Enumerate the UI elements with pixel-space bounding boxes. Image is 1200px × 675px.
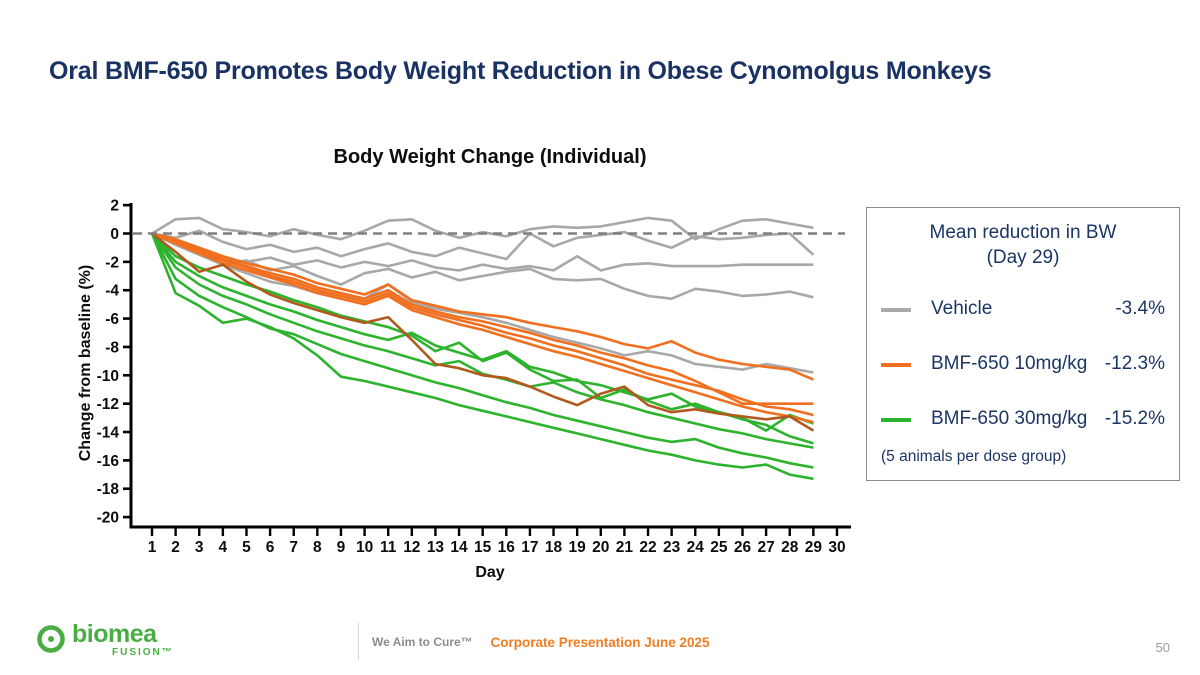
x-tick-label: 23 [663,539,681,556]
x-tick-label: 29 [805,539,823,556]
y-tick-label: -12 [97,396,119,413]
legend-value: -12.3% [1104,353,1165,374]
series-bmf650-30mg-4 [150,232,814,469]
series-bmf650-30mg-3 [150,232,814,449]
legend-note: (5 animals per dose group) [881,448,1067,465]
y-tick-label: -10 [97,368,119,385]
y-tick-label: -14 [97,425,120,442]
y-axis-label: Change from baseline (%) [77,264,94,462]
logo-name: biomea [72,620,157,648]
y-tick-label: 2 [110,198,119,215]
series-vehicle-5 [151,232,814,374]
y-tick-label: -20 [97,510,119,527]
legend-row-bmf650-10mg: BMF-650 10mg/kg -12.3% [879,353,1167,377]
series-bmf650-10mg-1 [151,232,814,381]
x-tick-label: 19 [569,539,587,556]
vehicle-line-swatch [881,308,911,312]
bmf650-30mg-line-swatch [881,418,911,422]
x-tick-label: 17 [521,539,538,556]
x-tick-label: 25 [710,539,728,556]
y-tick-label: -16 [97,453,120,470]
series-bmf650-10mg-4 [151,232,814,424]
legend-row-bmf650-30mg: BMF-650 30mg/kg -15.2% [879,408,1167,432]
x-tick-label: 7 [289,539,298,556]
chart-title: Body Weight Change (Individual) [333,146,647,168]
series-vehicle-2 [151,229,815,261]
x-tick-label: 6 [266,539,275,556]
x-tick-label: 8 [313,539,322,556]
x-tick-label: 3 [195,539,204,556]
logo-tagline: We Aim to Cure™ [372,635,473,649]
footer-presentation-label: Corporate Presentation June 2025 [490,635,710,650]
x-tick-label: 22 [639,539,656,556]
footer-divider [358,622,359,660]
x-tick-label: 24 [687,539,705,556]
series-bmf650-10mg-2 [151,232,814,406]
x-tick-label: 27 [757,539,774,556]
series-vehicle-3 [151,232,814,272]
x-tick-label: 26 [734,539,752,556]
series-vehicle-1 [151,216,814,241]
x-tick-label: 30 [828,539,845,556]
x-tick-label: 1 [148,539,157,556]
series-bmf650-30mg-2 [151,232,814,445]
x-tick-label: 11 [380,539,397,556]
legend-value: -15.2% [1104,408,1165,429]
legend-label: Vehicle [931,298,993,319]
biomea-ring-icon [37,625,65,653]
legend-box: Mean reduction in BW (Day 29) Vehicle -3… [866,207,1180,481]
y-tick-label: -4 [105,283,119,300]
legend-title-line2: (Day 29) [986,247,1060,268]
legend-row-vehicle: Vehicle -3.4% [879,298,1167,322]
y-tick-label: -18 [97,481,120,498]
x-tick-label: 18 [545,539,563,556]
x-tick-label: 2 [171,539,180,556]
x-tick-label: 10 [356,539,373,556]
y-tick-label: -6 [105,311,119,328]
x-tick-label: 5 [242,539,251,556]
series-bmf650-10mg-5 [151,232,815,432]
x-tick-label: 14 [450,539,468,556]
x-tick-label: 20 [592,539,609,556]
logo-sub: FUSION™ [112,647,174,658]
y-tick-label: -2 [105,254,119,271]
x-axis-label: Day [475,564,505,581]
x-tick-label: 4 [219,539,228,556]
x-tick-label: 16 [498,539,516,556]
legend-title-line1: Mean reduction in BW [929,222,1117,243]
series-vehicle-4 [151,232,814,301]
y-tick-label: -8 [105,339,119,356]
bmf650-10mg-line-swatch [881,363,911,367]
series-bmf650-10mg-3 [151,232,814,417]
page-number: 50 [1155,640,1170,655]
y-tick-label: 0 [110,226,119,243]
legend-title: Mean reduction in BW (Day 29) [867,220,1179,270]
series-bmf650-30mg-5 [150,233,814,481]
legend-label: BMF-650 30mg/kg [931,408,1088,429]
legend-value: -3.4% [1115,298,1165,319]
x-tick-label: 12 [403,539,420,556]
slide-title: Oral BMF-650 Promotes Body Weight Reduct… [49,57,992,85]
x-tick-label: 9 [337,539,346,556]
x-tick-label: 13 [427,539,445,556]
x-tick-label: 28 [781,539,799,556]
legend-label: BMF-650 10mg/kg [931,353,1088,374]
series-bmf650-30mg-1 [151,232,814,432]
x-tick-label: 21 [616,539,634,556]
x-tick-label: 15 [474,539,492,556]
